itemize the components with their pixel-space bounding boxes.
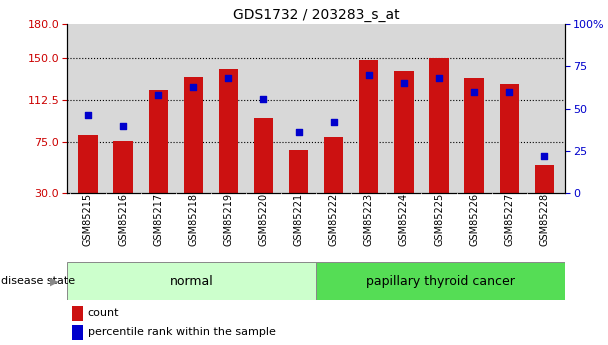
Bar — [316, 262, 565, 300]
Text: GSM85221: GSM85221 — [294, 193, 303, 246]
Point — [364, 72, 374, 78]
Bar — [72, 306, 83, 321]
Point — [294, 130, 303, 135]
Text: GSM85227: GSM85227 — [504, 193, 514, 246]
Text: normal: normal — [170, 275, 213, 288]
Text: GSM85223: GSM85223 — [364, 193, 374, 246]
Bar — [254, 118, 273, 193]
Bar — [114, 141, 133, 193]
Bar — [78, 135, 98, 193]
Point — [258, 96, 268, 101]
Text: disease state: disease state — [1, 276, 75, 286]
Bar — [324, 137, 344, 193]
Point — [399, 80, 409, 86]
Bar — [184, 77, 203, 193]
Bar — [72, 325, 83, 339]
Point — [434, 76, 444, 81]
Point — [469, 89, 479, 95]
Point — [329, 119, 339, 125]
Text: GSM85220: GSM85220 — [258, 193, 269, 246]
Bar — [359, 60, 378, 193]
Bar — [500, 84, 519, 193]
Point — [118, 123, 128, 128]
Text: GSM85228: GSM85228 — [539, 193, 550, 246]
Text: GSM85216: GSM85216 — [118, 193, 128, 246]
Text: GSM85217: GSM85217 — [153, 193, 163, 246]
Text: GSM85222: GSM85222 — [329, 193, 339, 246]
Text: GSM85226: GSM85226 — [469, 193, 479, 246]
Text: GSM85219: GSM85219 — [223, 193, 233, 246]
Point — [153, 92, 163, 98]
Text: GSM85218: GSM85218 — [188, 193, 198, 246]
Title: GDS1732 / 203283_s_at: GDS1732 / 203283_s_at — [233, 8, 399, 22]
Bar — [148, 89, 168, 193]
Point — [505, 89, 514, 95]
Point — [539, 153, 549, 159]
Bar — [289, 150, 308, 193]
Text: GSM85215: GSM85215 — [83, 193, 93, 246]
Point — [83, 113, 93, 118]
Bar — [67, 262, 316, 300]
Text: papillary thyroid cancer: papillary thyroid cancer — [367, 275, 515, 288]
Bar — [429, 58, 449, 193]
Bar — [394, 71, 413, 193]
Point — [224, 76, 233, 81]
Bar — [219, 69, 238, 193]
Point — [188, 84, 198, 89]
Bar — [534, 165, 554, 193]
Text: count: count — [88, 308, 119, 318]
Text: ▶: ▶ — [50, 276, 58, 286]
Text: percentile rank within the sample: percentile rank within the sample — [88, 327, 275, 337]
Bar — [465, 78, 484, 193]
Text: GSM85224: GSM85224 — [399, 193, 409, 246]
Text: GSM85225: GSM85225 — [434, 193, 444, 246]
